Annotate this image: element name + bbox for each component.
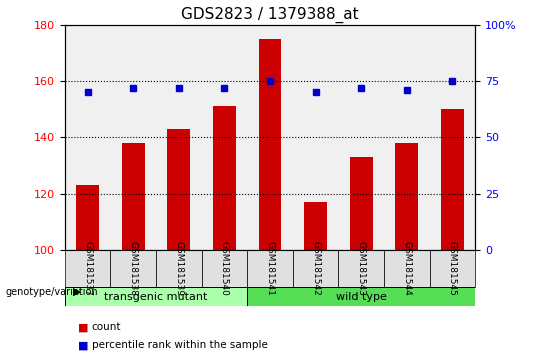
Text: GSM181540: GSM181540: [220, 241, 229, 296]
Text: GSM181543: GSM181543: [357, 241, 366, 296]
Bar: [76, 185, 99, 250]
Bar: [395, 143, 418, 250]
Bar: [213, 107, 236, 250]
Bar: [259, 39, 281, 250]
Text: ■: ■: [78, 322, 89, 332]
FancyBboxPatch shape: [247, 250, 293, 287]
Text: GSM181537: GSM181537: [83, 241, 92, 296]
Text: GSM181542: GSM181542: [311, 241, 320, 296]
Text: count: count: [92, 322, 122, 332]
FancyBboxPatch shape: [110, 250, 156, 287]
FancyBboxPatch shape: [201, 250, 247, 287]
Text: GSM181545: GSM181545: [448, 241, 457, 296]
Bar: [122, 143, 145, 250]
Text: genotype/variation: genotype/variation: [5, 287, 98, 297]
Text: GSM181544: GSM181544: [402, 241, 411, 296]
FancyBboxPatch shape: [65, 250, 110, 287]
FancyBboxPatch shape: [247, 287, 475, 306]
FancyBboxPatch shape: [156, 250, 201, 287]
FancyBboxPatch shape: [293, 250, 339, 287]
Bar: [304, 202, 327, 250]
Text: transgenic mutant: transgenic mutant: [104, 291, 208, 302]
Text: ▶: ▶: [73, 287, 82, 297]
Text: percentile rank within the sample: percentile rank within the sample: [92, 340, 268, 350]
Title: GDS2823 / 1379388_at: GDS2823 / 1379388_at: [181, 7, 359, 23]
Text: GSM181539: GSM181539: [174, 241, 183, 296]
FancyBboxPatch shape: [339, 250, 384, 287]
FancyBboxPatch shape: [430, 250, 475, 287]
FancyBboxPatch shape: [384, 250, 430, 287]
Bar: [350, 157, 373, 250]
FancyBboxPatch shape: [65, 287, 247, 306]
Text: GSM181541: GSM181541: [266, 241, 274, 296]
Bar: [167, 129, 190, 250]
Text: ■: ■: [78, 340, 89, 350]
Text: GSM181538: GSM181538: [129, 241, 138, 296]
Text: wild type: wild type: [336, 291, 387, 302]
Bar: [441, 109, 464, 250]
